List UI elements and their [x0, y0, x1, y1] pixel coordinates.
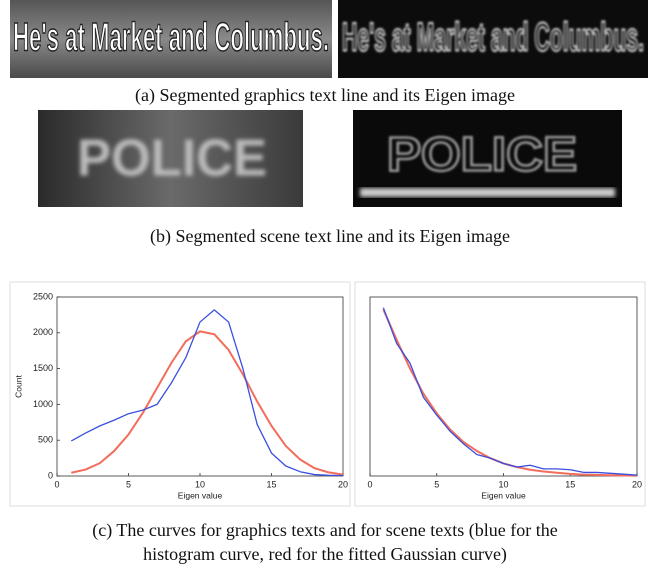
caption: (b) Segmented scene text line and its Ei… [150, 226, 510, 247]
y-tick-label: 1500 [33, 363, 53, 373]
eigen-text: He's at Market and Columbus. [342, 16, 644, 60]
x-axis-label: Eigen value [178, 490, 223, 500]
caption: (a) Segmented graphics text line and its… [135, 85, 515, 106]
plot-frame [57, 297, 343, 476]
x-tick-label: 10 [195, 479, 205, 489]
x-tick-label: 5 [126, 479, 131, 489]
x-tick-label: 20 [632, 479, 642, 489]
image-text: POLICE [77, 130, 267, 188]
x-tick-label: 10 [498, 479, 508, 489]
image-text: He's at Market and Columbus. [13, 16, 329, 60]
x-tick-label: 20 [338, 479, 348, 489]
y-tick-label: 0 [48, 470, 53, 480]
x-tick-label: 5 [434, 479, 439, 489]
caption: (c) The curves for graphics texts and fo… [92, 520, 558, 541]
x-axis-label: Eigen value [481, 490, 526, 500]
figure: He's at Market and Columbus. He's at Mar… [0, 0, 650, 569]
plot-frame [370, 297, 637, 476]
x-tick-label: 15 [565, 479, 575, 489]
eigen-highlight [360, 188, 615, 197]
y-axis-label: Count [13, 375, 23, 398]
y-tick-label: 1000 [33, 399, 53, 409]
figure-canvas: He's at Market and Columbus. He's at Mar… [0, 0, 650, 569]
x-tick-label: 15 [266, 479, 276, 489]
x-tick-label: 0 [54, 479, 59, 489]
y-tick-label: 2500 [33, 291, 53, 301]
x-tick-label: 0 [367, 479, 372, 489]
y-tick-label: 2000 [33, 327, 53, 337]
y-tick-label: 500 [38, 435, 53, 445]
caption: histogram curve, red for the fitted Gaus… [143, 544, 507, 565]
eigen-text: POLICE [387, 129, 577, 182]
